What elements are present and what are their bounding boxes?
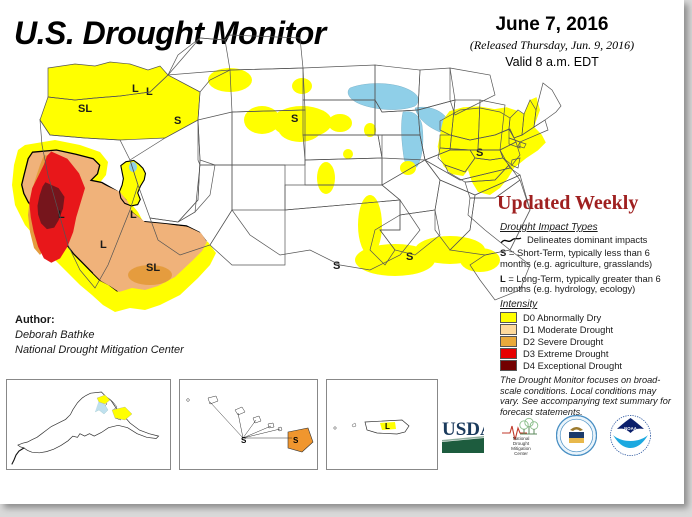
svg-text:S: S <box>291 113 298 125</box>
svg-text:L: L <box>132 83 139 95</box>
svg-text:S: S <box>174 115 181 127</box>
svg-text:L: L <box>100 239 107 251</box>
svg-text:L: L <box>58 209 65 221</box>
svg-text:SL: SL <box>78 103 92 115</box>
svg-text:L: L <box>130 209 137 221</box>
svg-text:S: S <box>476 147 483 159</box>
svg-text:SL: SL <box>146 262 160 274</box>
